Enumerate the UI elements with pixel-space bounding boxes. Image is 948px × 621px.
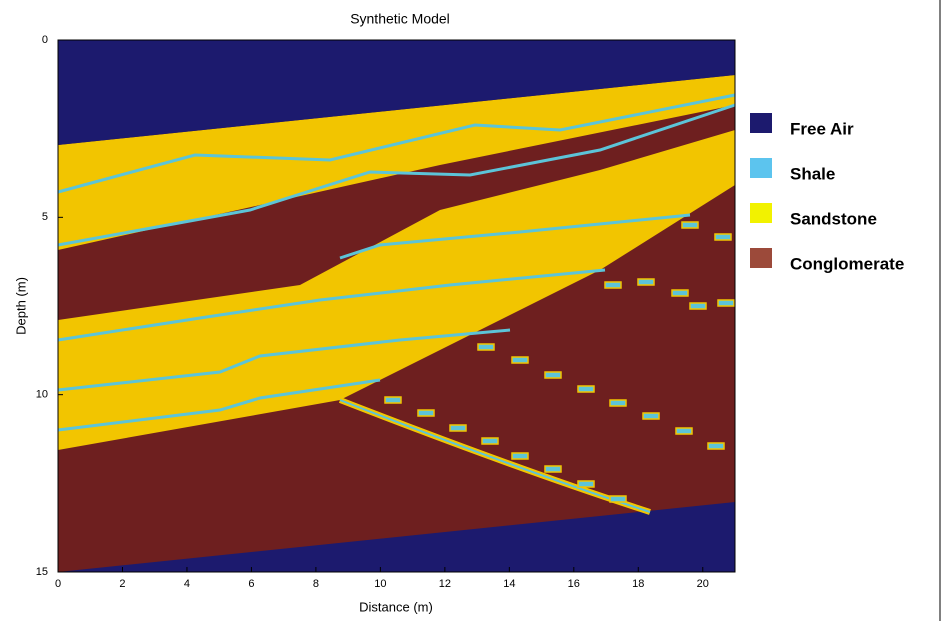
legend-swatch xyxy=(750,248,772,268)
x-tick-label: 4 xyxy=(184,578,190,590)
free-air-area xyxy=(58,502,735,572)
shale-layer xyxy=(57,103,736,247)
x-tick-label: 2 xyxy=(119,578,125,590)
model xyxy=(57,39,736,573)
y-tick-label: 0 xyxy=(42,34,48,46)
y-tick-label: 10 xyxy=(36,389,48,401)
x-tick-label: 8 xyxy=(313,578,319,590)
legend-label: Conglomerate xyxy=(790,254,904,273)
legend-swatch xyxy=(750,158,772,178)
x-tick-label: 12 xyxy=(439,578,451,590)
x-tick-label: 18 xyxy=(632,578,644,590)
x-tick-label: 16 xyxy=(568,578,580,590)
x-tick-label: 0 xyxy=(55,578,61,590)
x-tick-label: 10 xyxy=(374,578,386,590)
shale-blocks xyxy=(384,221,735,503)
x-tick-label: 14 xyxy=(503,578,515,590)
legend-label: Sandstone xyxy=(790,209,877,228)
shale-layer xyxy=(57,328,511,392)
shale-layer xyxy=(57,268,606,342)
legend-label: Shale xyxy=(790,164,835,183)
x-tick-label: 20 xyxy=(697,578,709,590)
chart-title: Synthetic Model xyxy=(350,11,450,27)
shale-layer xyxy=(57,93,736,194)
sandstone-layer xyxy=(58,75,735,250)
y-tick-label: 5 xyxy=(42,211,48,223)
y-axis-label: Depth (m) xyxy=(13,277,28,335)
x-axis-label: Distance (m) xyxy=(359,599,433,614)
x-tick-label: 6 xyxy=(248,578,254,590)
legend-swatch xyxy=(750,113,772,133)
y-tick-label: 15 xyxy=(36,566,48,578)
free-air-area xyxy=(58,40,735,145)
legend-label: Free Air xyxy=(790,119,854,138)
plot-frame xyxy=(57,39,736,573)
shale-layer xyxy=(57,378,381,432)
legend-swatch xyxy=(750,203,772,223)
shale-layer xyxy=(339,213,691,260)
